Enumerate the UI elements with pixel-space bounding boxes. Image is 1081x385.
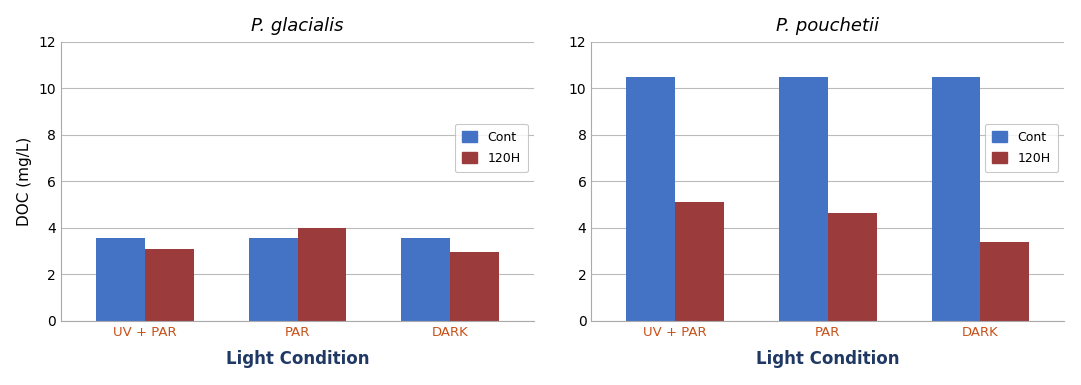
Title: P. pouchetii: P. pouchetii	[776, 17, 879, 35]
Bar	[828, 213, 877, 321]
Bar	[145, 249, 193, 321]
Bar	[297, 228, 346, 321]
Bar	[980, 242, 1029, 321]
Bar	[932, 77, 980, 321]
Legend: Cont, 120H: Cont, 120H	[455, 124, 528, 172]
Bar	[676, 202, 724, 321]
X-axis label: Light Condition: Light Condition	[226, 350, 370, 368]
X-axis label: Light Condition: Light Condition	[756, 350, 899, 368]
Bar	[779, 77, 828, 321]
Bar	[626, 77, 676, 321]
Title: P. glacialis: P. glacialis	[252, 17, 344, 35]
Y-axis label: DOC (mg/L): DOC (mg/L)	[16, 137, 31, 226]
Bar	[249, 238, 297, 321]
Bar	[401, 238, 450, 321]
Bar	[450, 252, 499, 321]
Bar	[96, 238, 145, 321]
Legend: Cont, 120H: Cont, 120H	[985, 124, 1058, 172]
